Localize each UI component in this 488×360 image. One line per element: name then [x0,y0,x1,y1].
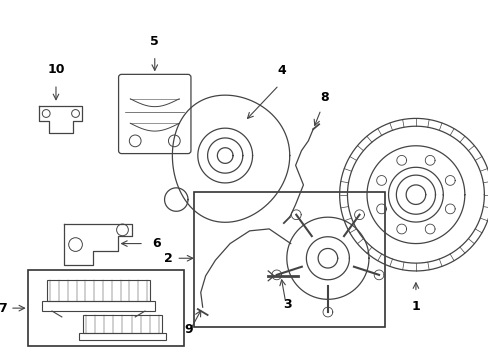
Bar [194,192,384,327]
Text: 4: 4 [277,64,285,77]
Text: 2: 2 [164,252,172,265]
Bar [47,280,149,301]
Text: 3: 3 [283,298,291,311]
Bar [79,333,165,341]
Text: 6: 6 [151,237,160,250]
Text: 9: 9 [184,324,193,337]
Text: 7: 7 [0,302,6,315]
Text: 1: 1 [411,300,420,313]
Text: 10: 10 [47,63,64,76]
Bar [27,270,184,346]
Bar [42,301,154,311]
Bar [83,315,162,333]
Text: 8: 8 [320,91,328,104]
Text: 5: 5 [150,35,159,48]
